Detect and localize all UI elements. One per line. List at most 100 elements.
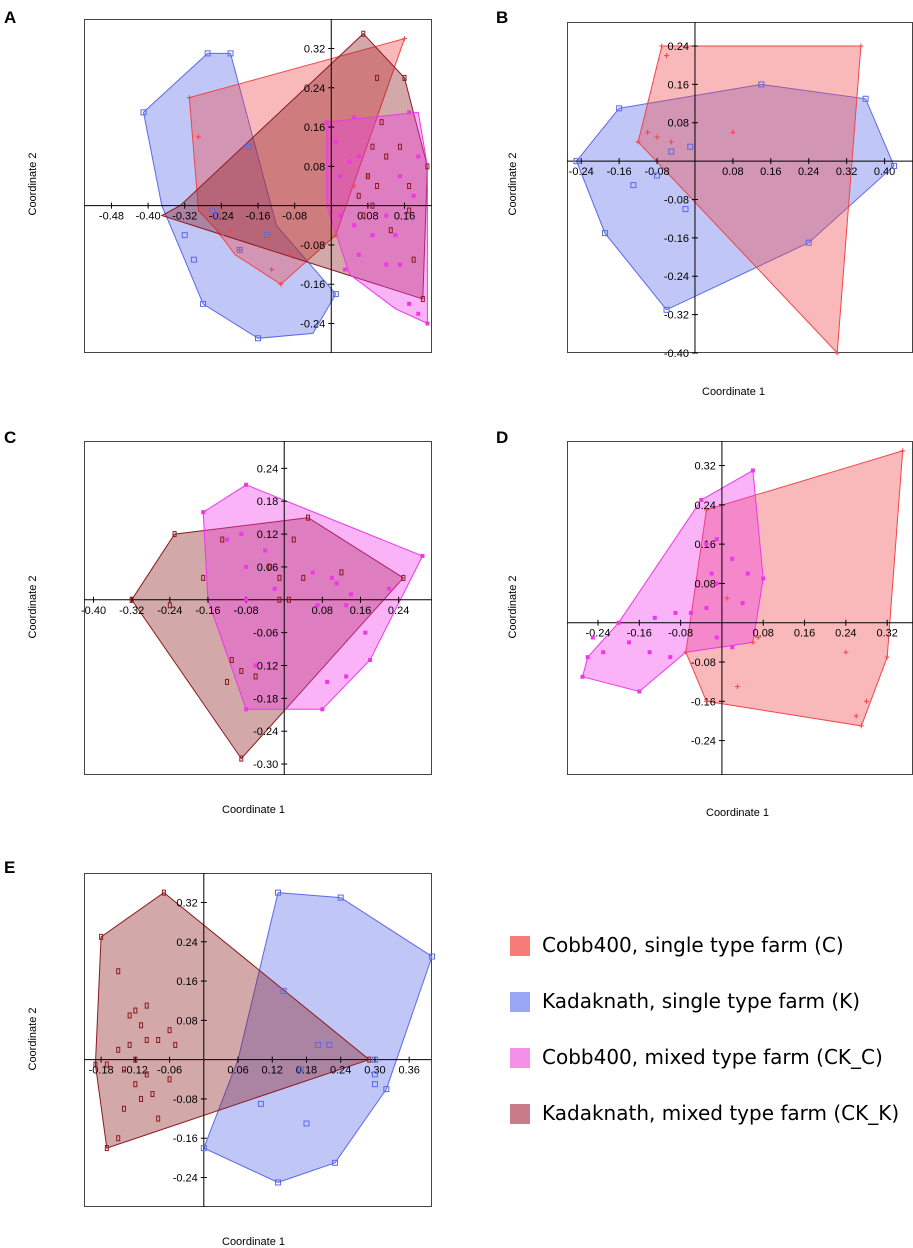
point-marker-k <box>190 256 197 263</box>
ylabel-b: Coordinate 2 <box>507 152 519 216</box>
point-marker-ck-k <box>401 574 406 581</box>
point-marker-ck-c <box>730 645 735 650</box>
point-marker-ck-c <box>310 570 315 575</box>
x-tick-label: -0.24 <box>157 605 182 617</box>
point-marker-ck-c <box>344 603 349 608</box>
point-marker-ck-k <box>104 1145 109 1152</box>
point-marker-k <box>862 95 869 102</box>
point-marker-ck-c <box>668 655 673 660</box>
point-marker-c <box>664 53 670 59</box>
point-marker-ck-k <box>144 1002 149 1009</box>
point-marker-ck-c <box>652 615 657 620</box>
point-marker-ck-k <box>420 295 425 302</box>
point-marker-ck-k <box>144 1071 149 1078</box>
point-marker-ck-k <box>239 755 244 762</box>
point-marker-ck-k <box>127 1041 132 1048</box>
point-marker-ck-c <box>416 154 421 159</box>
point-marker-ck-k <box>277 596 282 603</box>
y-tick-label: 0.08 <box>695 578 716 590</box>
point-marker-ck-k <box>173 1041 178 1048</box>
y-tick-label: -0.24 <box>691 736 716 748</box>
point-marker-c <box>195 134 201 140</box>
pcoa-plot-d: -0.24 -0.16 -0.08 0.08 0.16 0.24 0.320.320.240… <box>567 441 913 775</box>
legend-label-c: Cobb400, single type farm (C) <box>542 933 844 957</box>
point-marker-ck-k <box>167 602 172 609</box>
point-marker-ck-k <box>306 514 311 521</box>
point-marker-ck-c <box>253 663 258 668</box>
point-marker-ck-k <box>116 1135 121 1142</box>
point-marker-c <box>864 698 870 704</box>
point-marker-ck-k <box>99 933 104 940</box>
point-marker-k <box>274 889 281 896</box>
point-marker-ck-k <box>361 30 366 37</box>
point-marker-c <box>750 639 756 645</box>
point-marker-c <box>333 232 339 238</box>
point-marker-ck-c <box>356 154 361 159</box>
point-marker-c <box>834 350 840 356</box>
point-marker-c <box>730 129 736 135</box>
x-tick-label: -0.12 <box>123 1065 148 1077</box>
legend-swatch-ck-k <box>510 1104 530 1124</box>
y-tick-label: -0.08 <box>173 1094 198 1106</box>
point-marker-ck-k <box>397 143 402 150</box>
y-tick-label: 0.24 <box>304 83 325 95</box>
x-tick-label: 0.24 <box>798 166 819 178</box>
point-marker-ck-c <box>704 542 709 547</box>
point-marker-c <box>668 139 674 145</box>
point-marker-ck-k <box>129 596 134 603</box>
y-tick-label: 0.08 <box>304 161 325 173</box>
y-tick-label: -0.24 <box>253 726 278 738</box>
point-marker-k <box>255 335 261 342</box>
point-marker-ck-k <box>365 173 370 180</box>
x-tick-label: -0.16 <box>195 605 220 617</box>
point-marker-k <box>663 306 670 313</box>
point-marker-ck-k <box>267 563 272 570</box>
point-marker-k <box>371 1081 378 1088</box>
y-tick-label: 0.16 <box>304 122 325 134</box>
convex-hull-ck-k <box>94 891 371 1149</box>
x-tick-label: -0.08 <box>645 166 670 178</box>
point-marker-ck-c <box>387 586 392 591</box>
point-marker-ck-k <box>116 968 121 975</box>
point-marker-c <box>351 183 357 189</box>
point-marker-ck-k <box>161 889 166 896</box>
point-marker-k <box>274 1179 281 1186</box>
point-marker-ck-k <box>139 1095 144 1102</box>
ylabel-d: Coordinate 2 <box>507 575 519 639</box>
point-marker-ck-k <box>384 153 389 160</box>
point-marker-ck-k <box>370 143 375 150</box>
point-marker-ck-c <box>750 468 755 473</box>
point-marker-ck-k <box>411 256 416 263</box>
point-marker-c <box>269 267 275 272</box>
y-tick-label: 0.32 <box>304 43 325 55</box>
point-marker-ck-c <box>344 674 349 679</box>
point-marker-ck-c <box>580 674 585 679</box>
y-tick-label: -0.40 <box>664 348 689 360</box>
point-marker-ck-k <box>407 207 412 214</box>
point-marker-ck-k <box>229 657 234 664</box>
point-marker-k <box>257 1100 264 1107</box>
point-marker-k <box>371 1056 378 1063</box>
x-tick-label: 0.16 <box>760 166 781 178</box>
legend-label-ck-k: Kadaknath, mixed type farm (CK_K) <box>542 1101 900 1125</box>
point-marker-ck-k <box>375 183 380 189</box>
pcoa-plot-c: -0.40 -0.32 -0.24 -0.16 -0.08 0.08 0.16 0.24 0.2… <box>81 441 432 775</box>
x-tick-label: 0.30 <box>364 1065 385 1077</box>
point-marker-ck-c <box>352 115 357 120</box>
x-tick-label: -0.24 <box>209 211 234 223</box>
point-marker-ck-k <box>253 673 258 680</box>
point-marker-ck-c <box>407 301 412 306</box>
legend-item-k: Kadaknath, single type farm (K) <box>510 988 913 1016</box>
x-tick-label: -0.32 <box>119 605 144 617</box>
x-tick-label: 0.24 <box>388 605 409 617</box>
point-marker-ck-k <box>375 74 380 81</box>
point-marker-ck-k <box>127 1012 132 1019</box>
point-marker-k <box>209 207 216 214</box>
point-marker-ck-c <box>334 581 339 586</box>
xlabel-c: Coordinate 1 <box>222 804 285 816</box>
point-marker-k <box>337 894 344 901</box>
pcoa-plot-b: -0.24 -0.16 -0.08 0.08 0.16 0.24 0.32 0.40 0.24 0… <box>567 22 913 360</box>
point-marker-ck-k <box>301 574 306 581</box>
legend-label-k: Kadaknath, single type farm (K) <box>542 989 861 1013</box>
x-tick-label: 0.36 <box>398 1065 419 1077</box>
